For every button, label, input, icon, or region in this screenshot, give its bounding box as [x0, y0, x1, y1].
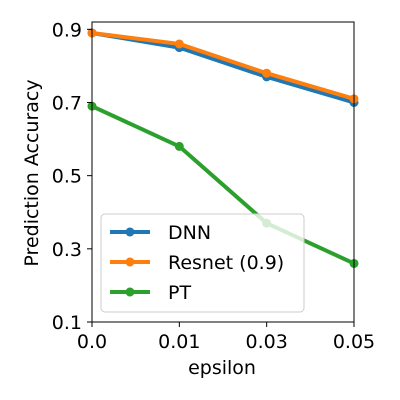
series-line-2: [90, 104, 356, 266]
data-point-1-1: [174, 39, 184, 49]
x-tick-label-2: 0.03: [246, 331, 288, 353]
legend-box: [100, 213, 305, 313]
legend-label-2: PT: [168, 282, 191, 304]
legend-swatch-marker-0: [125, 227, 135, 237]
y-tick-label-3: 0.3: [52, 239, 82, 261]
x-tick-label-1: 0.01: [158, 331, 200, 353]
legend-label-1: Resnet (0.9): [168, 252, 284, 274]
series-line-0: [90, 30, 356, 105]
axes-layer: 0.9 0.7 0.5 0.3 0.10.0 0.01 0.03 0.05: [52, 19, 375, 353]
x-tick-label-0: 0.0: [77, 331, 107, 353]
legend-swatch-marker-2: [125, 287, 135, 297]
x-tick-label-3: 0.05: [333, 331, 375, 353]
x-axis-label: epsilon: [188, 357, 256, 379]
data-point-2-1: [174, 141, 184, 151]
y-tick-label-4: 0.1: [52, 312, 82, 334]
y-tick-label-1: 0.7: [52, 92, 82, 114]
series-line-1: [90, 30, 356, 101]
y-axis-label: Prediction Accuracy: [21, 79, 43, 266]
y-tick-label-0: 0.9: [52, 19, 82, 41]
legend-swatch-marker-1: [125, 257, 135, 267]
data-point-1-2: [262, 68, 272, 78]
legend: DNN Resnet (0.9) PT: [100, 213, 305, 313]
legend-label-0: DNN: [168, 222, 211, 244]
y-tick-label-2: 0.5: [52, 166, 82, 188]
plot-frame: [91, 21, 355, 323]
